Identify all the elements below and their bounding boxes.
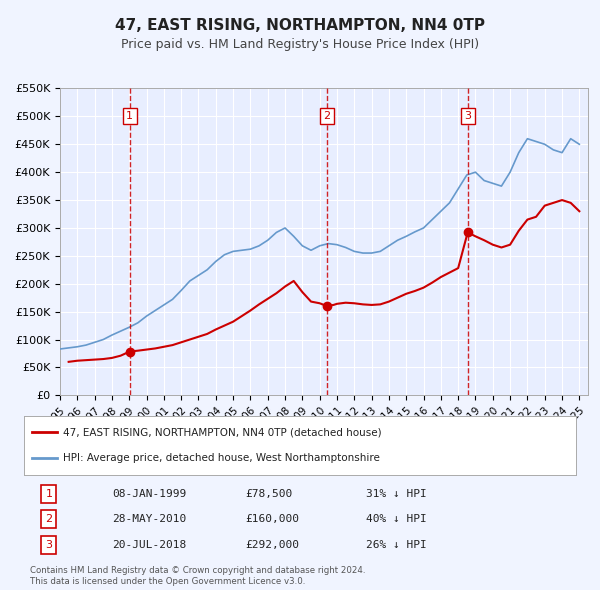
Text: Contains HM Land Registry data © Crown copyright and database right 2024.
This d: Contains HM Land Registry data © Crown c… [30, 566, 365, 586]
Text: 31% ↓ HPI: 31% ↓ HPI [366, 489, 427, 499]
Text: £292,000: £292,000 [245, 540, 299, 550]
Text: 08-JAN-1999: 08-JAN-1999 [112, 489, 187, 499]
Text: 3: 3 [464, 111, 471, 121]
Text: HPI: Average price, detached house, West Northamptonshire: HPI: Average price, detached house, West… [62, 454, 380, 463]
Text: 40% ↓ HPI: 40% ↓ HPI [366, 514, 427, 525]
Text: Price paid vs. HM Land Registry's House Price Index (HPI): Price paid vs. HM Land Registry's House … [121, 38, 479, 51]
Text: 20-JUL-2018: 20-JUL-2018 [112, 540, 187, 550]
Text: 28-MAY-2010: 28-MAY-2010 [112, 514, 187, 525]
Text: 47, EAST RISING, NORTHAMPTON, NN4 0TP: 47, EAST RISING, NORTHAMPTON, NN4 0TP [115, 18, 485, 32]
Text: £160,000: £160,000 [245, 514, 299, 525]
Text: 2: 2 [45, 514, 52, 525]
Text: 26% ↓ HPI: 26% ↓ HPI [366, 540, 427, 550]
Text: 1: 1 [46, 489, 52, 499]
Text: 1: 1 [126, 111, 133, 121]
Text: 47, EAST RISING, NORTHAMPTON, NN4 0TP (detached house): 47, EAST RISING, NORTHAMPTON, NN4 0TP (d… [62, 428, 381, 437]
Text: 2: 2 [323, 111, 331, 121]
Text: £78,500: £78,500 [245, 489, 292, 499]
Text: 3: 3 [46, 540, 52, 550]
